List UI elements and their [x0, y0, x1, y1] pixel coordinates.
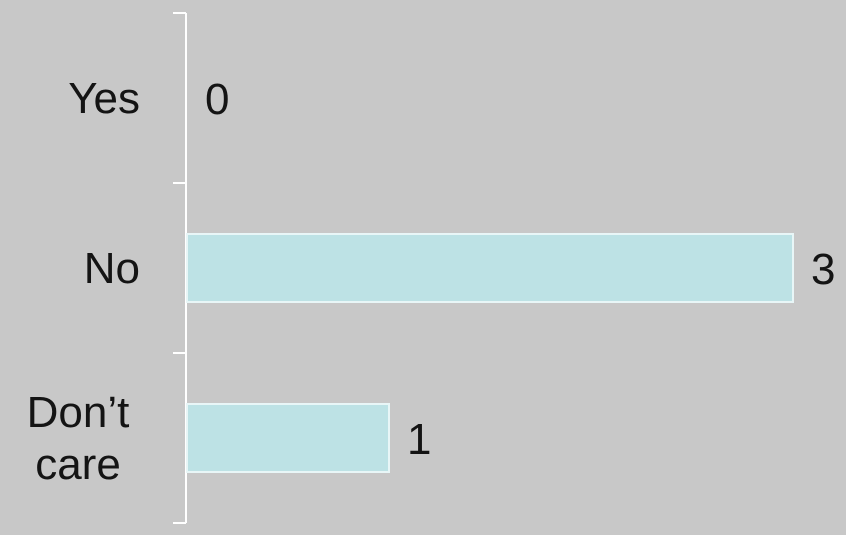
data-label: 0 — [205, 75, 229, 124]
category-label: Yes — [68, 74, 140, 123]
bar — [186, 403, 390, 473]
category-label-line: Don’t — [27, 388, 130, 437]
category-label-line: No — [84, 244, 140, 293]
category-label: Don’t care — [27, 388, 130, 489]
data-label: 1 — [407, 415, 431, 464]
data-label: 3 — [811, 245, 835, 294]
category-label-line: Yes — [68, 74, 140, 123]
category-label: No — [84, 244, 140, 293]
category-label-line: care — [35, 440, 121, 489]
bar — [186, 233, 794, 303]
